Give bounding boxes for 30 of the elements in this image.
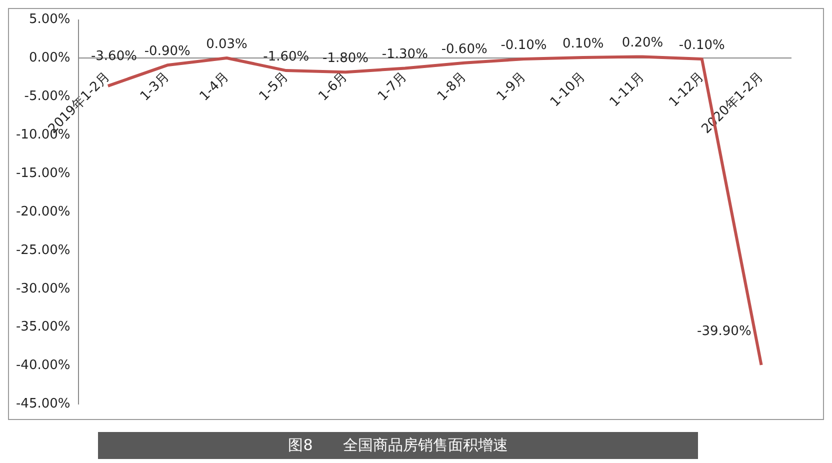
- y-tick-label: -15.00%: [16, 166, 70, 181]
- data-label: -0.10%: [678, 38, 725, 54]
- data-label: 0.03%: [206, 37, 248, 52]
- y-tick-label: -5.00%: [24, 89, 70, 104]
- data-label: 0.10%: [562, 36, 604, 52]
- data-label: 0.20%: [622, 36, 664, 51]
- x-tick-label: 1-8月: [434, 69, 470, 104]
- data-label: -1.80%: [322, 51, 369, 66]
- y-tick-label: 5.00%: [28, 12, 70, 28]
- x-tick-label: 1-4月: [197, 69, 232, 104]
- x-tick-label: 1-3月: [138, 69, 173, 104]
- data-label: -1.60%: [263, 50, 310, 65]
- text: 图8 全国商品房销售面积增速: [98, 432, 698, 459]
- x-tick-label: 1-6月: [316, 69, 351, 104]
- data-label: -0.10%: [500, 38, 547, 54]
- y-tick-label: -30.00%: [16, 281, 70, 296]
- data-label: -0.60%: [441, 42, 488, 57]
- x-tick-label: 1-5月: [256, 69, 292, 104]
- y-tick-label: -20.00%: [16, 204, 70, 220]
- x-tick-label: 1-7月: [375, 69, 410, 104]
- y-tick-label: -40.00%: [16, 358, 70, 374]
- data-label: -3.60%: [90, 48, 137, 64]
- y-tick-label: 0.00%: [28, 50, 70, 66]
- x-tick-label: 1-9月: [494, 69, 529, 104]
- y-tick-label: -35.00%: [16, 320, 70, 335]
- data-label: -1.30%: [382, 47, 428, 62]
- y-tick-label: -45.00%: [16, 396, 70, 412]
- data-label: -0.90%: [144, 44, 190, 60]
- y-tick-label: -25.00%: [16, 242, 70, 258]
- data-label: -39.90%: [697, 324, 752, 339]
